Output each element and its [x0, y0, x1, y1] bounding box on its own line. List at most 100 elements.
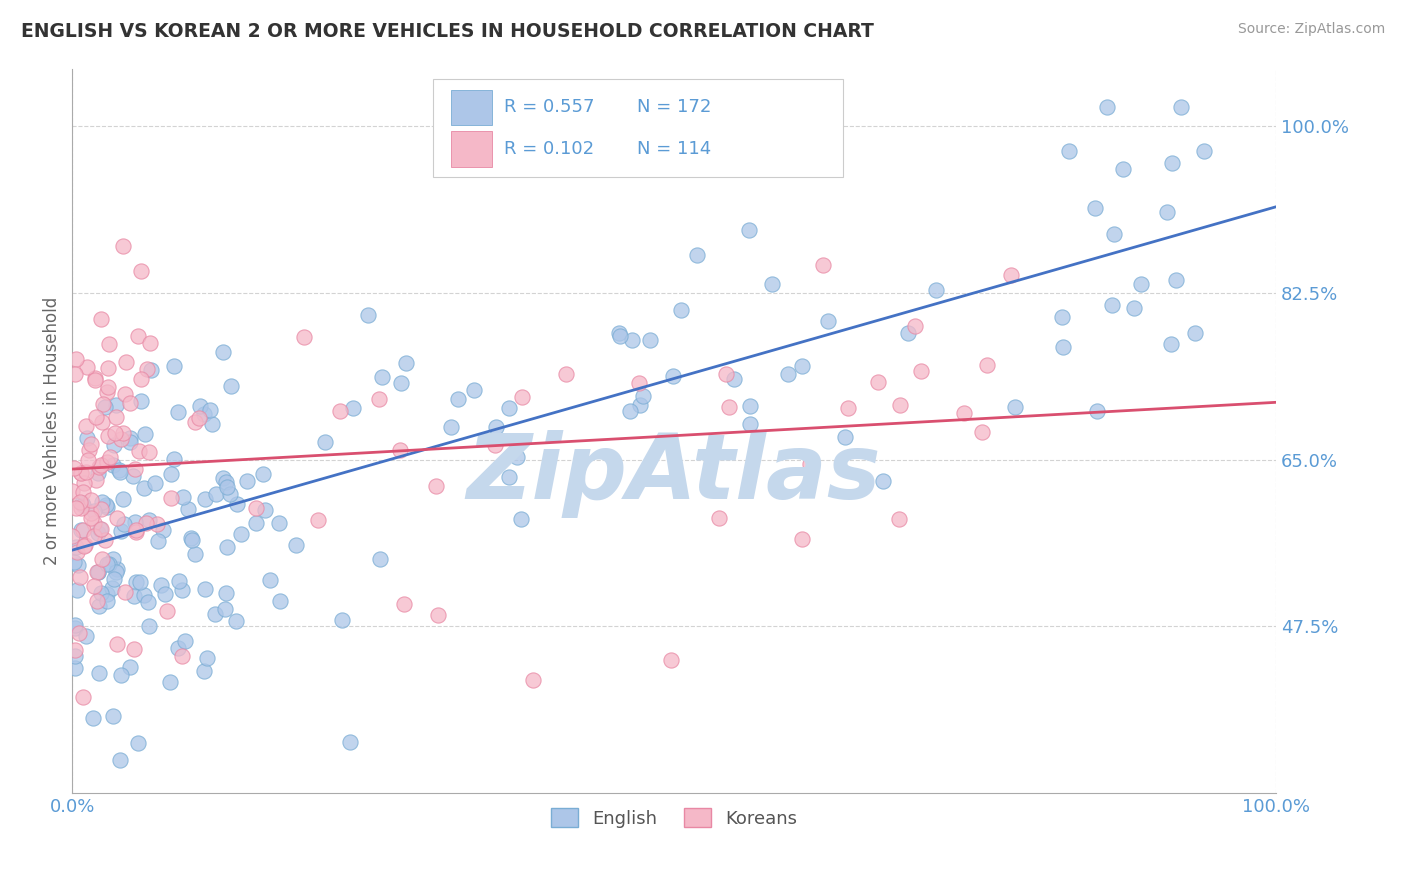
Point [112, 239, 135, 253]
Point [368, 392, 391, 406]
Point [97, 429, 120, 443]
Point [139, 363, 162, 377]
Point [77, 442, 100, 457]
Point [120, 435, 142, 450]
Point [425, 478, 447, 492]
Point [356, 309, 378, 323]
Point [87, 460, 110, 475]
Point [66, 558, 89, 573]
Point [1161, 156, 1184, 170]
Point [75, 629, 97, 643]
Point [1057, 145, 1080, 159]
Point [83, 529, 105, 543]
Point [110, 753, 132, 767]
Point [897, 326, 920, 341]
Point [180, 532, 202, 546]
Point [65, 617, 87, 632]
Point [1192, 144, 1215, 158]
Point [555, 367, 578, 381]
Point [253, 503, 276, 517]
Point [86, 565, 108, 579]
Point [188, 399, 211, 413]
Point [212, 344, 235, 359]
Point [217, 480, 239, 494]
Point [607, 326, 630, 341]
Point [1095, 100, 1118, 114]
FancyBboxPatch shape [451, 131, 492, 167]
Point [103, 709, 125, 723]
Point [103, 572, 125, 586]
Point [188, 410, 211, 425]
Point [101, 551, 124, 566]
Point [170, 649, 193, 664]
Point [66, 583, 89, 598]
Point [952, 406, 974, 420]
Point [226, 497, 249, 511]
Point [104, 425, 127, 440]
Point [740, 399, 762, 413]
Point [115, 355, 138, 369]
Point [184, 415, 207, 429]
Point [104, 398, 127, 412]
Point [96, 557, 118, 571]
Point [122, 642, 145, 657]
Point [498, 401, 520, 416]
Point [872, 474, 894, 488]
Point [1101, 298, 1123, 312]
Point [138, 444, 160, 458]
Point [790, 359, 813, 373]
Point [167, 405, 190, 419]
Point [70, 466, 93, 480]
Point [98, 336, 121, 351]
Point [181, 533, 204, 547]
Point [82, 711, 104, 725]
Point [245, 500, 267, 515]
Point [1184, 326, 1206, 340]
Point [149, 577, 172, 591]
Point [76, 359, 98, 374]
Text: N = 114: N = 114 [637, 140, 711, 158]
Point [370, 552, 392, 566]
Point [135, 516, 157, 531]
Point [132, 481, 155, 495]
Point [70, 467, 93, 481]
Point [118, 660, 141, 674]
Point [329, 404, 352, 418]
Point [80, 437, 103, 451]
Point [60, 529, 83, 543]
Point [976, 359, 998, 373]
Point [868, 376, 890, 390]
Point [197, 651, 219, 665]
Point [285, 538, 308, 552]
Point [121, 469, 143, 483]
Point [90, 502, 112, 516]
Point [217, 540, 239, 554]
Point [96, 594, 118, 608]
Point [114, 584, 136, 599]
Point [70, 501, 93, 516]
Point [252, 467, 274, 482]
Point [129, 372, 152, 386]
Point [1085, 404, 1108, 418]
Point [522, 673, 544, 687]
Point [89, 522, 111, 536]
Point [714, 368, 737, 382]
Point [817, 314, 839, 328]
Point [70, 495, 93, 509]
Point [148, 533, 170, 548]
Point [129, 263, 152, 277]
Point [111, 491, 134, 506]
Point [371, 369, 394, 384]
Point [132, 588, 155, 602]
Point [114, 387, 136, 401]
Text: ENGLISH VS KOREAN 2 OR MORE VEHICLES IN HOUSEHOLD CORRELATION CHART: ENGLISH VS KOREAN 2 OR MORE VEHICLES IN … [21, 22, 875, 41]
Point [426, 607, 449, 622]
Point [96, 385, 118, 400]
Point [103, 438, 125, 452]
Point [792, 532, 814, 546]
Point [89, 666, 111, 681]
Point [198, 403, 221, 417]
Text: R = 0.102: R = 0.102 [505, 140, 595, 158]
Point [103, 458, 125, 472]
Point [669, 303, 692, 318]
